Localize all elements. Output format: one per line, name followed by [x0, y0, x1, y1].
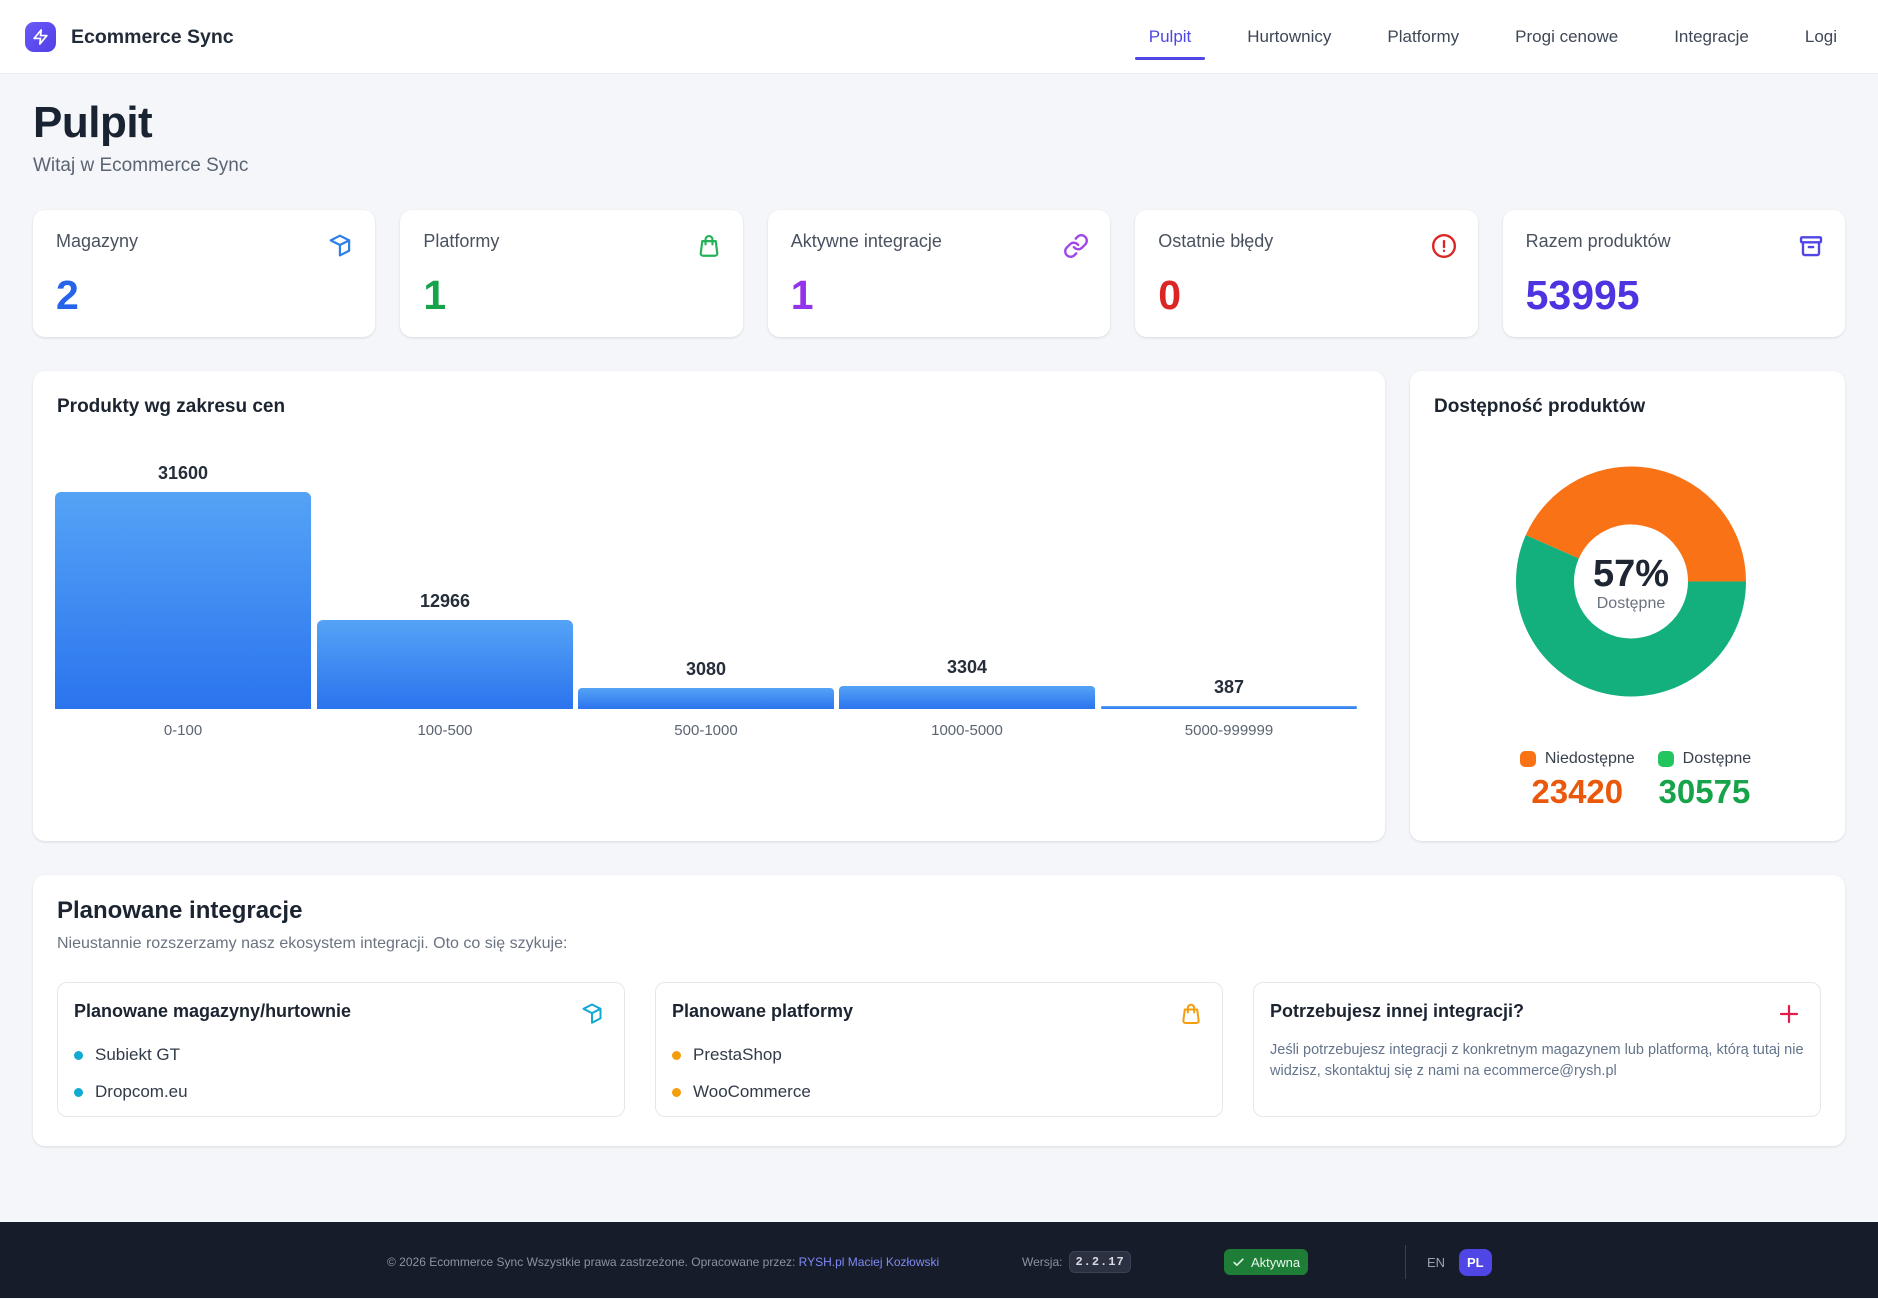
svg-text:Dostępne: Dostępne: [1597, 595, 1666, 612]
svg-text:57%: 57%: [1593, 553, 1669, 595]
